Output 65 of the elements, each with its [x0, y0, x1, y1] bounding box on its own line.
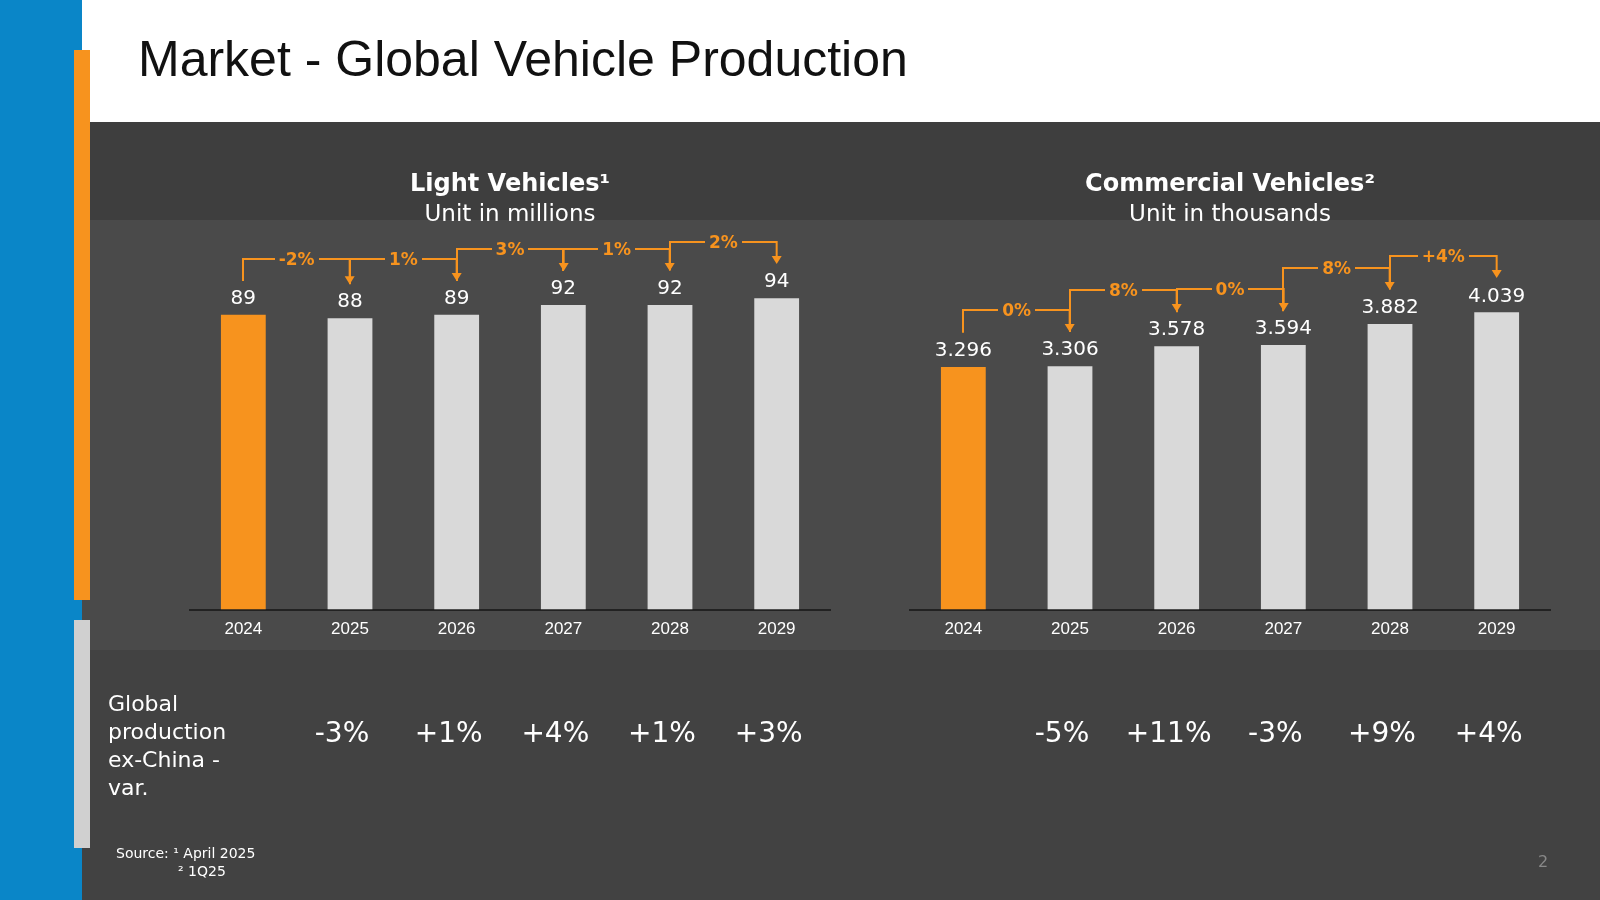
- data-label: 92: [657, 275, 683, 300]
- text: Global production ex-China - var.: [108, 690, 228, 802]
- text: +4%: [1454, 715, 1523, 749]
- bar: [327, 318, 373, 610]
- text: +4%: [1417, 245, 1469, 268]
- bar: [220, 314, 266, 610]
- text: +11%: [1125, 715, 1212, 749]
- x-tick-label: 2026: [1157, 619, 1196, 639]
- bar: [647, 304, 693, 610]
- x-tick-label: 2025: [331, 619, 369, 639]
- x-tick-label: 2025: [1051, 619, 1089, 639]
- data-label: 92: [550, 275, 577, 300]
- chart-title: Light Vehicles¹: [410, 168, 610, 197]
- text: 3%: [491, 237, 529, 260]
- x-tick-label: 2027: [1264, 619, 1303, 639]
- x-tick-label: 2024: [944, 619, 983, 639]
- text: Market - Global Vehicle Production: [138, 30, 908, 88]
- text: 1%: [384, 247, 422, 270]
- bar: [1474, 312, 1520, 610]
- data-label: 3.578: [1148, 316, 1206, 341]
- x-tick-label: 2029: [757, 619, 796, 639]
- text: 2%: [704, 231, 742, 254]
- bar: [540, 304, 586, 610]
- bar: [1260, 345, 1306, 610]
- data-label: 94: [763, 268, 790, 293]
- x-tick-label: 2029: [1477, 619, 1516, 639]
- data-label: 3.306: [1041, 336, 1099, 361]
- x-tick-label: 2026: [437, 619, 476, 639]
- text: ² 1Q25: [178, 863, 226, 879]
- data-label: 3.882: [1361, 294, 1419, 319]
- bar: [754, 298, 800, 610]
- text: 8%: [1318, 256, 1356, 279]
- text: -5%: [1034, 715, 1090, 749]
- data-label: 89: [230, 285, 257, 310]
- text: -2%: [274, 247, 319, 270]
- chart-title: Commercial Vehicles²: [1085, 168, 1375, 197]
- text: 1%: [598, 237, 636, 260]
- source-note: Source: ¹ April 2025: [116, 845, 256, 861]
- data-label: 88: [337, 288, 363, 313]
- bar: [1367, 323, 1413, 610]
- text: +1%: [628, 715, 696, 749]
- data-label: 89: [443, 285, 470, 310]
- x-tick-label: 2028: [651, 619, 689, 639]
- chart-subtitle: Unit in thousands: [1129, 199, 1331, 226]
- text: -3%: [1248, 715, 1303, 749]
- text: +9%: [1348, 715, 1416, 749]
- text: +3%: [734, 715, 803, 749]
- x-tick-label: 2027: [544, 619, 583, 639]
- bar: [940, 367, 986, 610]
- text: +1%: [414, 715, 483, 749]
- annotation: 0%: [998, 299, 1036, 322]
- text: -3%: [314, 715, 370, 749]
- text: 2: [1538, 852, 1549, 871]
- bar: [1047, 366, 1093, 610]
- text: +4%: [521, 715, 590, 749]
- text: 0%: [1211, 278, 1249, 301]
- data-label: 4.039: [1468, 282, 1526, 307]
- data-label: 3.296: [934, 337, 992, 362]
- data-label: 3.594: [1254, 315, 1312, 340]
- x-tick-label: 2024: [224, 619, 263, 639]
- text: 8%: [1104, 279, 1142, 302]
- chart-subtitle: Unit in millions: [424, 199, 596, 226]
- bar: [1154, 346, 1200, 610]
- bar: [434, 314, 480, 610]
- x-tick-label: 2028: [1371, 619, 1409, 639]
